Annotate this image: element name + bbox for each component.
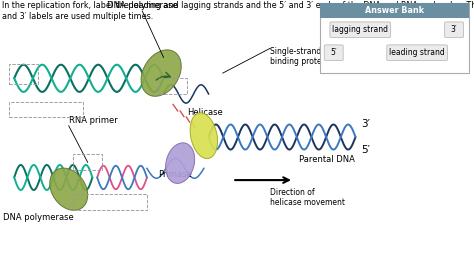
Text: 5′: 5′	[330, 48, 337, 57]
Text: RNA primer: RNA primer	[69, 116, 118, 125]
FancyBboxPatch shape	[445, 22, 464, 38]
FancyBboxPatch shape	[320, 3, 469, 18]
FancyBboxPatch shape	[320, 3, 469, 73]
Ellipse shape	[50, 168, 88, 210]
Text: In the replication fork, label the leading and lagging strands and the 5′ and 3′: In the replication fork, label the leadi…	[2, 1, 474, 21]
Text: Answer Bank: Answer Bank	[365, 6, 424, 15]
Text: 3′: 3′	[361, 119, 370, 129]
Text: Single-stranded DNA
binding proteins: Single-stranded DNA binding proteins	[270, 47, 350, 66]
Ellipse shape	[141, 50, 181, 96]
Text: Direction of
helicase movement: Direction of helicase movement	[270, 188, 345, 207]
Text: Parental DNA: Parental DNA	[299, 155, 355, 163]
FancyBboxPatch shape	[387, 45, 447, 61]
Text: leading strand: leading strand	[389, 48, 445, 57]
Text: DNA polymerase: DNA polymerase	[107, 2, 178, 10]
Text: Helicase: Helicase	[187, 109, 223, 117]
Text: DNA polymerase: DNA polymerase	[2, 213, 73, 222]
Text: lagging strand: lagging strand	[332, 25, 388, 34]
FancyBboxPatch shape	[324, 45, 343, 61]
Ellipse shape	[165, 143, 195, 183]
Text: 3′: 3′	[451, 25, 457, 34]
FancyBboxPatch shape	[330, 22, 391, 38]
Text: Primase: Primase	[158, 170, 192, 179]
Ellipse shape	[190, 113, 218, 159]
Text: 5′: 5′	[361, 145, 370, 155]
